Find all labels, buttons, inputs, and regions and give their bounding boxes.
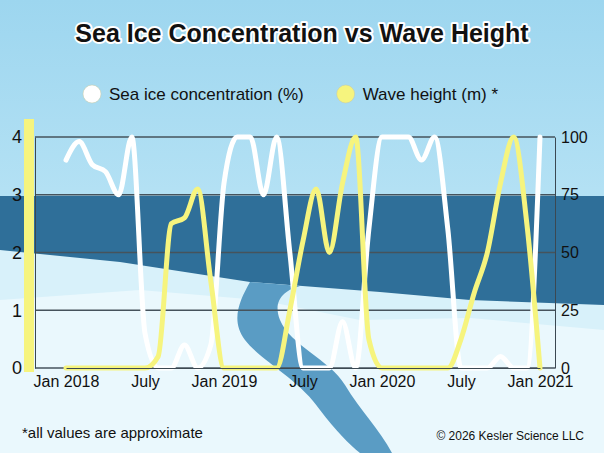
legend-item: Sea ice concentration (%): [83, 85, 304, 104]
left-axis-band: [24, 119, 34, 372]
tick-label: Jan 2019: [192, 373, 258, 390]
tick-label: 4: [12, 127, 22, 147]
chart: Sea Ice Concentration vs Wave Height Sea …: [0, 0, 604, 453]
tick: Jan 2018: [34, 368, 100, 390]
series-line: [66, 137, 540, 368]
ice-sheet: [0, 250, 604, 453]
tick-label: 1: [12, 301, 22, 321]
grid-line: [35, 194, 555, 196]
axis: 0 1 2 3 4: [12, 127, 36, 378]
tick-label: 50: [561, 244, 579, 261]
legend-marker: [337, 85, 355, 103]
tick-label: 2: [12, 243, 22, 263]
grid: [35, 137, 555, 368]
tick-label: Jan 2020: [350, 373, 416, 390]
tick: 25: [555, 302, 579, 319]
tick: 4: [12, 127, 35, 147]
tick-label: 100: [561, 129, 588, 146]
axis-line: [67, 368, 541, 369]
tick-label: 75: [561, 186, 579, 203]
tick-label: July: [289, 373, 317, 390]
legend-label: Wave height (m) *: [363, 85, 499, 104]
series-line: [66, 137, 540, 368]
legend-label: Sea ice concentration (%): [109, 85, 304, 104]
axis: 0255075100: [555, 129, 588, 377]
tick-label: July: [131, 373, 159, 390]
title: Sea Ice Concentration vs Wave Height: [75, 19, 529, 47]
axis-line: [35, 138, 36, 369]
tick: Jan 2021: [508, 368, 574, 390]
tick-label: 0: [12, 358, 22, 378]
tick: July: [131, 368, 159, 390]
tick: July: [447, 368, 475, 390]
tick: 2: [12, 243, 35, 263]
tick: 3: [12, 185, 35, 205]
tick: Jan 2019: [192, 368, 258, 390]
plot-area: [66, 137, 540, 368]
tick-label: Jan 2018: [34, 373, 100, 390]
axis-line: [555, 138, 556, 369]
footnote: *all values are approximate: [22, 424, 203, 441]
tick: 100: [555, 129, 588, 146]
sky: [0, 0, 604, 453]
tick-label: 25: [561, 302, 579, 319]
legend-marker: [83, 85, 101, 103]
tick: 50: [555, 244, 579, 261]
tick: 75: [555, 186, 579, 203]
tick: 0: [12, 358, 35, 378]
tick-label: July: [447, 373, 475, 390]
tick: 1: [12, 301, 35, 321]
grid-line: [35, 252, 555, 254]
tick-label: 3: [12, 185, 22, 205]
axis: Jan 2018 July Jan 2019 July Jan 2020 July Jan …: [34, 368, 574, 390]
copyright: © 2026 Kesler Science LLC: [436, 429, 584, 443]
tick: Jan 2020: [350, 368, 416, 390]
legend: Sea ice concentration (%) Wave height (m)…: [83, 85, 498, 104]
tick: July: [289, 368, 317, 390]
legend-item: Wave height (m) *: [337, 85, 499, 104]
tick-label: Jan 2021: [508, 373, 574, 390]
background: [0, 0, 604, 453]
grid-line: [35, 136, 555, 138]
